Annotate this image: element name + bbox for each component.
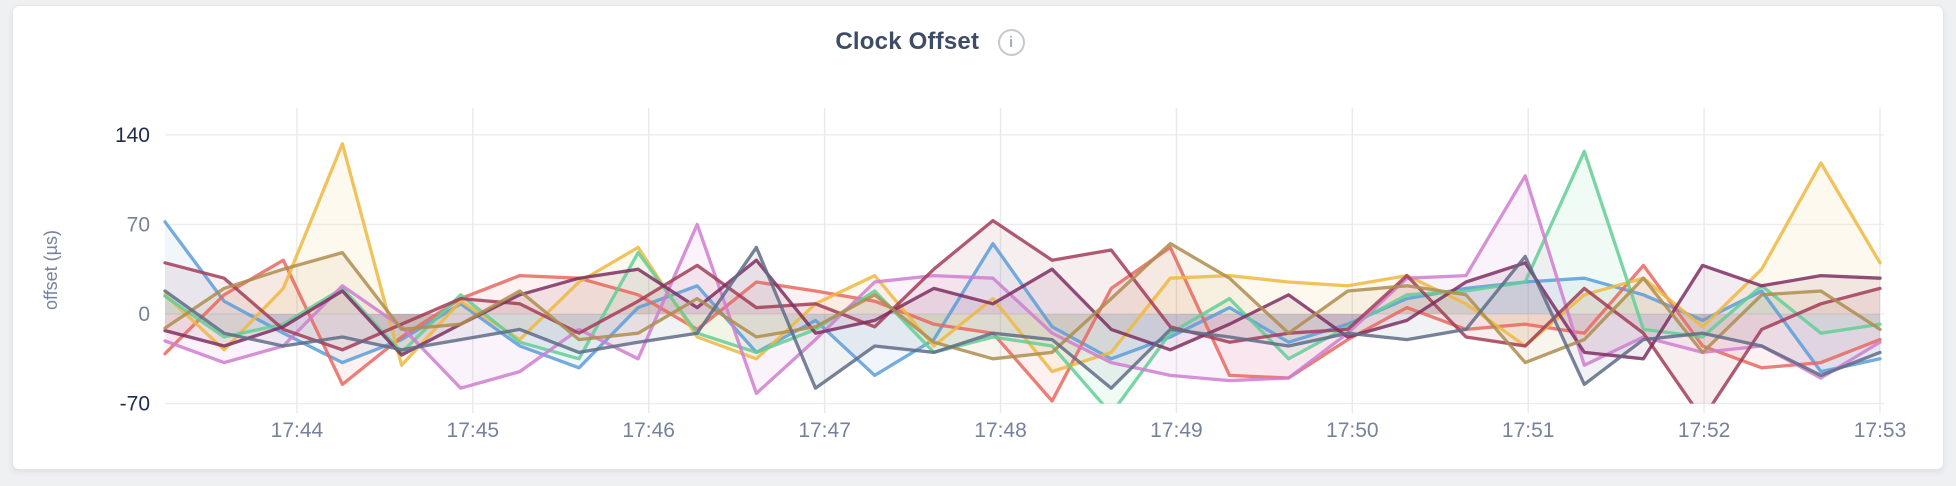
y-axis-label: offset (µs) (41, 230, 61, 310)
series-area-node-2 (165, 247, 1880, 401)
series-line-node-7[interactable] (163, 258, 1882, 361)
y-tick-label: 0 (138, 303, 150, 326)
x-tick-label: 17:50 (1326, 419, 1379, 442)
chart-header: Clock Offset i (0, 28, 1860, 56)
chart-card (12, 5, 1944, 470)
info-icon[interactable]: i (997, 28, 1025, 56)
series-line-node-9[interactable] (163, 245, 1882, 390)
x-tick-label: 17:47 (798, 419, 851, 442)
series-group (163, 142, 1882, 419)
series-area-node-6 (165, 220, 1880, 404)
x-tick-label: 17:51 (1502, 419, 1555, 442)
chart-title: Clock Offset (835, 28, 980, 55)
x-tick-label: 17:49 (1150, 419, 1203, 442)
series-area-node-7 (165, 260, 1880, 359)
series-line-node-8[interactable] (163, 241, 1882, 365)
series-area-node-4 (165, 151, 1880, 404)
y-tick-label: 140 (115, 124, 150, 147)
series-line-node-6[interactable] (163, 218, 1882, 419)
y-tick-label: 70 (127, 213, 150, 236)
y-tick-label: -70 (120, 393, 150, 416)
x-tick-label: 17:48 (974, 419, 1027, 442)
x-tick-label: 17:52 (1678, 419, 1731, 442)
series-line-node-5[interactable] (163, 174, 1882, 396)
x-tick-label: 17:44 (271, 419, 324, 442)
series-area-node-9 (165, 247, 1880, 389)
x-tick-label: 17:46 (622, 419, 675, 442)
x-tick-label: 17:53 (1854, 419, 1907, 442)
x-tick-label: 17:45 (447, 419, 500, 442)
series-area-node-3 (165, 143, 1880, 372)
